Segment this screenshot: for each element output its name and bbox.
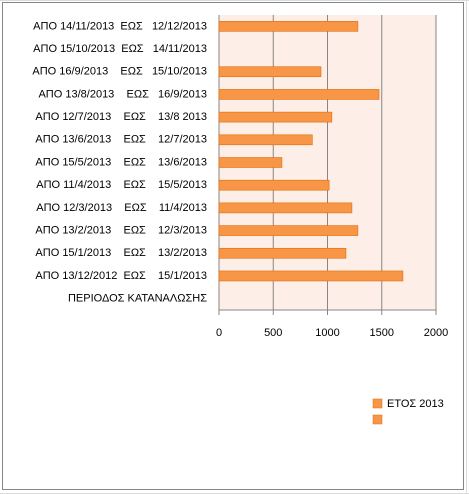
bar [218, 21, 359, 32]
bar [218, 111, 333, 123]
x-tick-label: 1500 [370, 327, 394, 339]
y-tick-label: ΠΕΡΙΟΔΟΣ ΚΑΤΑΝΑΛΩΣΗΣ [68, 293, 207, 305]
bar [218, 89, 380, 100]
legend-swatch-unnamed [372, 414, 383, 425]
legend-label: ΕΤΟΣ 2013 [387, 398, 444, 410]
y-tick-label: ΑΠΟ 13/2/2013 ΕΩΣ 12/3/2013 [35, 224, 207, 236]
y-tick-label: ΑΠΟ 12/3/2013 ΕΩΣ 11/4/2013 [36, 202, 207, 214]
x-tick-label: 500 [264, 327, 282, 339]
x-tick-label: 0 [216, 327, 222, 339]
y-tick-label: ΑΠΟ 12/7/2013 ΕΩΣ 13/8 2013 [35, 111, 207, 123]
bar [218, 247, 347, 259]
y-tick-label: ΑΠΟ 15/10/2013 ΕΩΣ 14/11/2013 [33, 43, 207, 55]
y-tick-label: ΑΠΟ 13/6/2013 ΕΩΣ 12/7/2013 [35, 134, 207, 146]
bar [218, 134, 313, 146]
y-tick-label: ΑΠΟ 11/4/2013 ΕΩΣ 15/5/2013 [36, 179, 207, 191]
y-tick-label: ΑΠΟ 14/11/2013 ΕΩΣ 12/12/2013 [33, 20, 207, 32]
x-tick-label: 1000 [315, 327, 339, 339]
y-tick-label: ΑΠΟ 15/1/2013 ΕΩΣ 13/2/2013 [35, 247, 207, 259]
bar [218, 202, 353, 214]
bar [218, 225, 359, 236]
y-tick-label: ΑΠΟ 13/8/2013 ΕΩΣ 16/9/2013 [38, 88, 207, 100]
y-tick-label: ΑΠΟ 15/5/2013 ΕΩΣ 13/6/2013 [35, 156, 207, 168]
y-tick-label: ΑΠΟ 13/12/2012 ΕΩΣ 15/1/2013 [35, 270, 207, 282]
bar [218, 157, 283, 168]
bar [218, 66, 322, 78]
x-tick-label: 2000 [424, 327, 448, 339]
legend-swatch [372, 398, 383, 409]
bar [218, 179, 330, 191]
y-tick-label: ΑΠΟ 16/9/2013 ΕΩΣ 15/10/2013 [32, 66, 207, 78]
bar [218, 270, 404, 282]
